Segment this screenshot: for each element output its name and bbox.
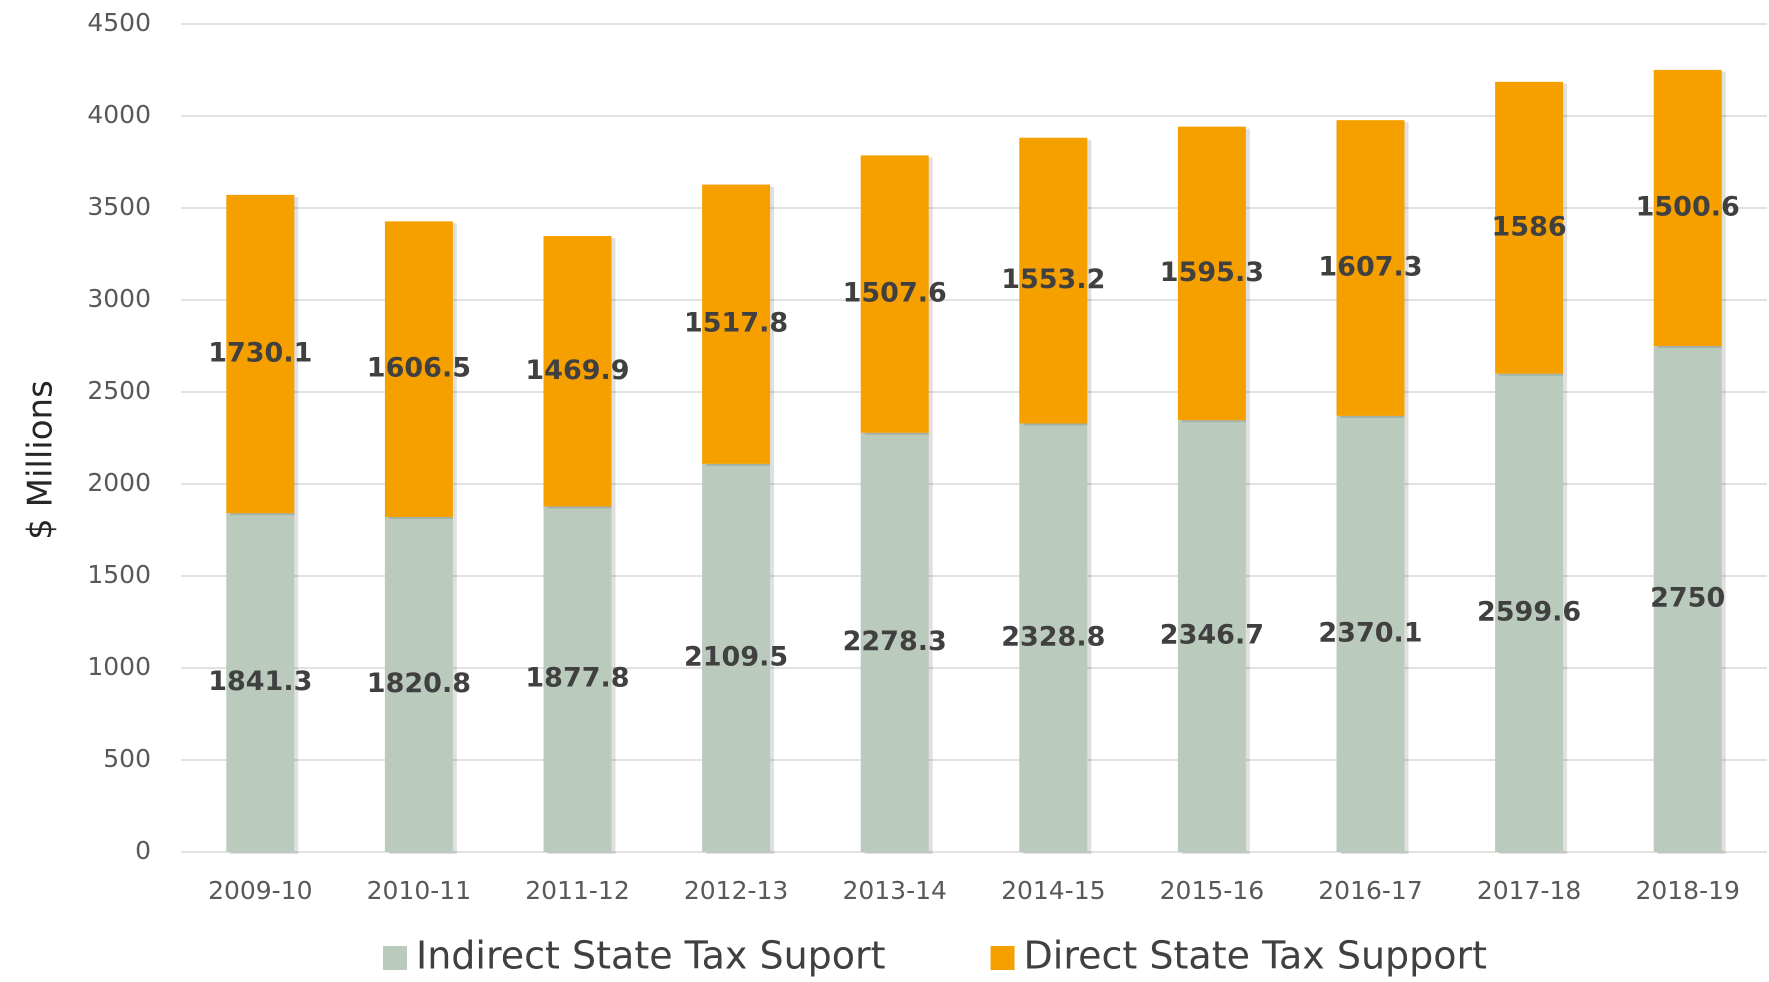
bar-segment xyxy=(226,513,295,852)
data-label: 1606.5 xyxy=(367,353,471,384)
legend-label: Indirect State Tax Suport xyxy=(416,934,886,978)
x-tick-label: 2015-16 xyxy=(1160,876,1264,905)
y-tick-label: 1500 xyxy=(87,560,151,589)
bar-segment xyxy=(702,184,771,464)
bar-segment xyxy=(1019,137,1088,424)
y-tick-label: 500 xyxy=(103,744,151,773)
bar-segment xyxy=(860,155,929,433)
x-tick-label: 2010-11 xyxy=(367,876,471,905)
data-label: 1595.3 xyxy=(1160,257,1264,288)
y-tick-label: 3000 xyxy=(87,284,151,313)
data-label: 1469.9 xyxy=(525,355,629,386)
data-label: 2346.7 xyxy=(1160,620,1264,651)
bar-segment xyxy=(1019,423,1088,852)
x-tick-label: 2016-17 xyxy=(1318,876,1422,905)
bar-segment xyxy=(1653,69,1722,347)
data-label: 1507.6 xyxy=(843,278,947,309)
bar-segment xyxy=(860,432,929,852)
data-label: 2328.8 xyxy=(1001,621,1105,652)
bar-segment xyxy=(226,194,295,514)
data-label: 1820.8 xyxy=(367,668,471,699)
data-label: 2370.1 xyxy=(1318,617,1422,648)
bar-segment xyxy=(1177,420,1246,852)
x-tick-label: 2018-19 xyxy=(1635,876,1739,905)
data-label: 2278.3 xyxy=(843,626,947,657)
bar-segment xyxy=(1495,373,1564,852)
legend-swatch xyxy=(383,946,407,970)
x-tick-label: 2009-10 xyxy=(208,876,312,905)
legend-label: Direct State Tax Support xyxy=(1024,934,1488,978)
data-label: 1517.8 xyxy=(684,308,788,339)
data-label: 2599.6 xyxy=(1477,596,1581,627)
bar-segment xyxy=(384,221,453,517)
x-tick-label: 2014-15 xyxy=(1001,876,1105,905)
y-tick-label: 1000 xyxy=(87,652,151,681)
data-label: 1586 xyxy=(1492,211,1567,242)
bar-segment xyxy=(1495,81,1564,374)
data-label: 1500.6 xyxy=(1636,191,1740,222)
bar-segment xyxy=(1336,120,1405,416)
data-label: 1877.8 xyxy=(525,663,629,694)
x-tick-label: 2011-12 xyxy=(525,876,629,905)
y-tick-label: 2000 xyxy=(87,468,151,497)
y-tick-label: 3500 xyxy=(87,192,151,221)
data-label: 2109.5 xyxy=(684,641,788,672)
y-tick-label: 0 xyxy=(135,836,151,865)
y-axis-title: $ Millions xyxy=(21,380,61,540)
x-tick-label: 2013-14 xyxy=(842,876,946,905)
data-label: 1607.3 xyxy=(1318,252,1422,283)
data-label: 1841.3 xyxy=(208,666,312,697)
bar-segment xyxy=(1177,126,1246,421)
x-tick-label: 2012-13 xyxy=(684,876,788,905)
legend-swatch xyxy=(990,946,1015,970)
data-label: 2750 xyxy=(1650,583,1725,614)
y-tick-label: 4000 xyxy=(87,100,151,129)
bar-segment xyxy=(1336,415,1405,852)
bar-segment xyxy=(1653,346,1722,852)
x-tick-label: 2017-18 xyxy=(1477,876,1581,905)
data-label: 1730.1 xyxy=(208,338,312,369)
bar-segment xyxy=(543,236,612,507)
y-tick-label: 2500 xyxy=(87,376,151,405)
y-tick-label: 4500 xyxy=(87,8,151,37)
bar-segment xyxy=(702,463,771,852)
bar-segment xyxy=(384,516,453,852)
data-label: 1553.2 xyxy=(1001,264,1105,295)
bar-segment xyxy=(543,506,612,852)
